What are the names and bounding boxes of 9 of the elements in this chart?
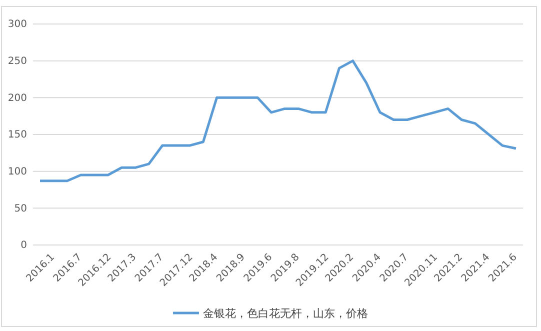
legend-label: 金银花，色白花无杆，山东，价格 [203,306,368,320]
y-tick-label: 200 [8,92,27,104]
y-tick-label: 50 [14,203,27,214]
y-tick-label: 100 [8,166,27,178]
y-tick-label: 300 [8,19,27,30]
y-tick-label: 0 [20,240,27,252]
y-tick-label: 150 [8,130,27,141]
y-tick-label: 250 [8,56,27,68]
line-series [38,60,518,182]
